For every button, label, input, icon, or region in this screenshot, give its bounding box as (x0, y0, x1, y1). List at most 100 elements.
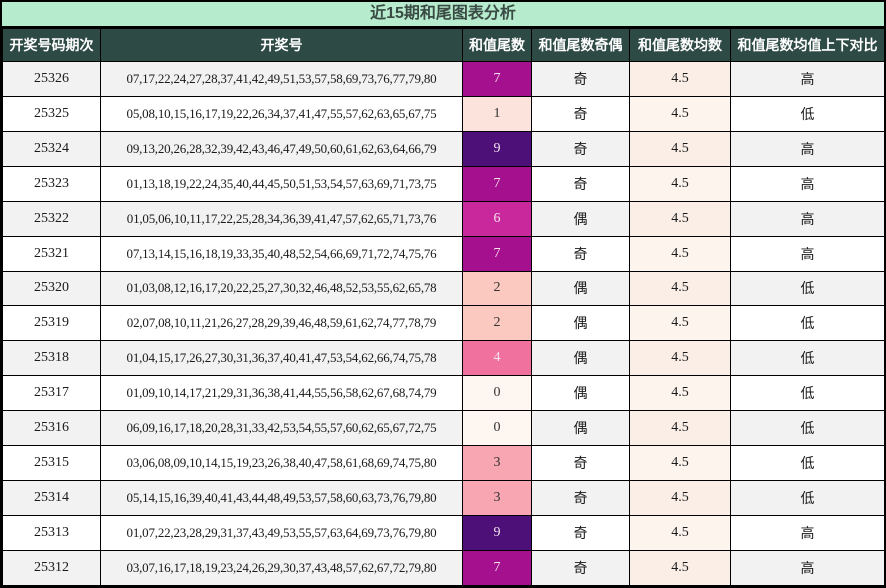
compare-cell: 低 (730, 445, 885, 482)
tail-cell: 0 (462, 410, 532, 447)
mean-cell: 4.5 (629, 130, 731, 167)
mean-cell: 4.5 (629, 165, 731, 202)
mean-cell: 4.5 (629, 410, 731, 447)
col-header-compare: 和值尾数均值上下对比 (730, 28, 885, 62)
period-cell: 25314 (2, 480, 101, 516)
col-header-parity: 和值尾数奇偶 (531, 28, 630, 62)
parity-cell: 偶 (531, 200, 630, 237)
numbers-cell: 03,06,08,09,10,14,15,19,23,26,38,40,47,5… (100, 445, 463, 482)
tail-cell: 4 (462, 340, 532, 377)
table-row: 25319 02,07,08,10,11,21,26,27,28,29,39,46… (2, 305, 885, 342)
compare-cell: 低 (730, 270, 885, 307)
col-header-numbers: 开奖号 (100, 28, 463, 62)
page-title: 近15期和尾图表分析 (2, 2, 884, 28)
table-row: 25321 07,13,14,15,16,18,19,33,35,40,48,52… (2, 235, 885, 272)
period-cell: 25318 (2, 340, 101, 377)
parity-cell: 奇 (531, 130, 630, 167)
mean-cell: 4.5 (629, 514, 731, 551)
mean-cell: 4.5 (629, 270, 731, 307)
compare-cell: 低 (730, 340, 885, 377)
table-row: 25318 01,04,15,17,26,27,30,31,36,37,40,41… (2, 340, 885, 377)
tail-cell: 7 (462, 165, 532, 202)
mean-cell: 4.5 (629, 95, 731, 132)
table-row: 25317 01,09,10,14,17,21,29,31,36,38,41,44… (2, 375, 885, 412)
compare-cell: 低 (730, 95, 885, 132)
numbers-cell: 09,13,20,26,28,32,39,42,43,46,47,49,50,6… (100, 130, 463, 167)
period-cell: 25316 (2, 410, 101, 447)
compare-cell: 高 (730, 200, 885, 237)
period-cell: 25324 (2, 130, 101, 167)
period-cell: 25317 (2, 375, 101, 412)
mean-cell: 4.5 (629, 61, 731, 97)
mean-cell: 4.5 (629, 375, 731, 412)
period-cell: 25320 (2, 270, 101, 307)
tail-cell: 3 (462, 445, 532, 482)
compare-cell: 高 (730, 514, 885, 551)
numbers-cell: 01,05,06,10,11,17,22,25,28,34,36,39,41,4… (100, 200, 463, 237)
table-row: 25324 09,13,20,26,28,32,39,42,43,46,47,49… (2, 130, 885, 167)
tail-cell: 7 (462, 549, 532, 587)
parity-cell: 奇 (531, 61, 630, 97)
parity-cell: 偶 (531, 340, 630, 377)
table-row: 25326 07,17,22,24,27,28,37,41,42,49,51,53… (2, 61, 885, 97)
table-row: 25323 01,13,18,19,22,24,35,40,44,45,50,51… (2, 165, 885, 202)
numbers-cell: 01,04,15,17,26,27,30,31,36,37,40,41,47,5… (100, 340, 463, 377)
table-row: 25316 06,09,16,17,18,20,28,31,33,42,53,54… (2, 410, 885, 447)
header-row: 开奖号码期次 开奖号 和值尾数 和值尾数奇偶 和值尾数均数 和值尾数均值上下对比 (2, 28, 885, 62)
numbers-cell: 01,09,10,14,17,21,29,31,36,38,41,44,55,5… (100, 375, 463, 412)
tail-cell: 3 (462, 480, 532, 516)
analysis-table: 开奖号码期次 开奖号 和值尾数 和值尾数奇偶 和值尾数均数 和值尾数均值上下对比 2532… (2, 28, 885, 587)
table-row: 25312 03,07,16,17,18,19,23,24,26,29,30,37… (2, 549, 885, 587)
compare-cell: 高 (730, 235, 885, 272)
table-row: 25315 03,06,08,09,10,14,15,19,23,26,38,40… (2, 445, 885, 482)
numbers-cell: 01,13,18,19,22,24,35,40,44,45,50,51,53,5… (100, 165, 463, 202)
numbers-cell: 05,14,15,16,39,40,41,43,44,48,49,53,57,5… (100, 480, 463, 516)
compare-cell: 高 (730, 549, 885, 587)
parity-cell: 偶 (531, 375, 630, 412)
tail-cell: 7 (462, 61, 532, 97)
table-row: 25322 01,05,06,10,11,17,22,25,28,34,36,39… (2, 200, 885, 237)
parity-cell: 奇 (531, 549, 630, 587)
mean-cell: 4.5 (629, 549, 731, 587)
compare-cell: 低 (730, 375, 885, 412)
tail-cell: 9 (462, 514, 532, 551)
tail-cell: 6 (462, 200, 532, 237)
mean-cell: 4.5 (629, 445, 731, 482)
tail-cell: 9 (462, 130, 532, 167)
tail-cell: 1 (462, 95, 532, 132)
numbers-cell: 01,03,08,12,16,17,20,22,25,27,30,32,46,4… (100, 270, 463, 307)
numbers-cell: 03,07,16,17,18,19,23,24,26,29,30,37,43,4… (100, 549, 463, 587)
tail-cell: 0 (462, 375, 532, 412)
compare-cell: 低 (730, 480, 885, 516)
compare-cell: 低 (730, 410, 885, 447)
parity-cell: 奇 (531, 480, 630, 516)
numbers-cell: 06,09,16,17,18,20,28,31,33,42,53,54,55,5… (100, 410, 463, 447)
period-cell: 25315 (2, 445, 101, 482)
mean-cell: 4.5 (629, 235, 731, 272)
period-cell: 25323 (2, 165, 101, 202)
col-header-mean: 和值尾数均数 (629, 28, 731, 62)
period-cell: 25322 (2, 200, 101, 237)
compare-cell: 高 (730, 61, 885, 97)
parity-cell: 偶 (531, 270, 630, 307)
parity-cell: 奇 (531, 235, 630, 272)
numbers-cell: 02,07,08,10,11,21,26,27,28,29,39,46,48,5… (100, 305, 463, 342)
parity-cell: 奇 (531, 445, 630, 482)
period-cell: 25312 (2, 549, 101, 587)
col-header-tail: 和值尾数 (462, 28, 532, 62)
mean-cell: 4.5 (629, 305, 731, 342)
parity-cell: 奇 (531, 165, 630, 202)
compare-cell: 高 (730, 130, 885, 167)
table-row: 25314 05,14,15,16,39,40,41,43,44,48,49,53… (2, 480, 885, 516)
parity-cell: 偶 (531, 410, 630, 447)
mean-cell: 4.5 (629, 480, 731, 516)
table-row: 25325 05,08,10,15,16,17,19,22,26,34,37,41… (2, 95, 885, 132)
table-row: 25313 01,07,22,23,28,29,31,37,43,49,53,55… (2, 514, 885, 551)
mean-cell: 4.5 (629, 340, 731, 377)
table-row: 25320 01,03,08,12,16,17,20,22,25,27,30,32… (2, 270, 885, 307)
numbers-cell: 01,07,22,23,28,29,31,37,43,49,53,55,57,6… (100, 514, 463, 551)
compare-cell: 高 (730, 165, 885, 202)
period-cell: 25319 (2, 305, 101, 342)
tail-cell: 2 (462, 270, 532, 307)
